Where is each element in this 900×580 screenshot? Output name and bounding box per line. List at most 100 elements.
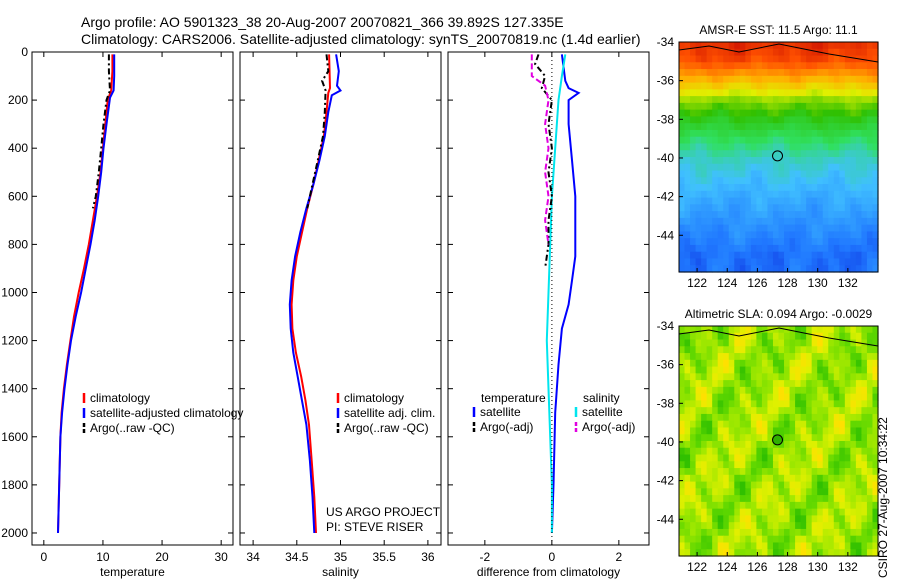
sla-map-cell [828, 535, 835, 544]
sla-map-cell [706, 366, 713, 374]
sst-map-cell [772, 163, 780, 172]
sst-map-cell [723, 55, 730, 63]
sst-map-cell [800, 48, 807, 57]
sst-map-cell [723, 123, 730, 131]
sst-map-cell [800, 75, 807, 84]
sst-map-cell [679, 82, 686, 90]
sst-map-cell [828, 129, 835, 138]
sst-map-cell [712, 244, 719, 253]
sst-map-cell [795, 244, 802, 253]
sla-map-cell [684, 542, 691, 550]
sla-map-cell [822, 522, 829, 530]
sla-map-cell [872, 434, 879, 442]
sla-map-cell [679, 346, 686, 354]
sla-map-cell [872, 366, 879, 374]
sla-map-cell [850, 427, 857, 435]
sla-map-cell [728, 454, 735, 462]
sla-map-cell [684, 468, 691, 476]
sst-map-cell [750, 211, 757, 219]
sla-map-cell [789, 481, 796, 489]
sst-map-cell [679, 102, 686, 111]
sla-map-cell [866, 386, 874, 395]
sst-map-cell [806, 163, 813, 172]
sla-map-cell [767, 332, 774, 341]
sst-map-cell [872, 75, 879, 84]
sst-map-cell [784, 258, 791, 266]
sla-map-cell [728, 542, 735, 550]
sst-map-cell [872, 204, 879, 212]
sla-map-cell [745, 441, 752, 449]
sst-map-cell [761, 224, 769, 233]
sst-map-cell [833, 136, 840, 145]
sla-map-cell [761, 413, 769, 422]
sst-map-cell [811, 224, 818, 233]
sla-map-cell [839, 454, 846, 462]
sla-map-cell [761, 346, 769, 354]
sla-map-cell [844, 373, 851, 381]
sst-map-cell [866, 231, 874, 239]
sst-map-cell [828, 157, 835, 165]
sst-map-cell [734, 217, 741, 226]
sst-map-cell [745, 204, 752, 212]
sla-map-cell [833, 515, 840, 523]
sla-map-cell [795, 474, 802, 483]
sla-map-cell [784, 339, 791, 347]
sla-map-cell [745, 501, 752, 510]
sst-map-cell [844, 82, 851, 90]
sla-map-cell [778, 522, 785, 530]
sst-map-cell [811, 204, 818, 212]
sst-map-cell [789, 69, 796, 77]
sst-map-cell [679, 136, 686, 145]
sst-map-cell [800, 177, 807, 185]
sst-map-cell [767, 96, 774, 104]
sst-map-cell [822, 217, 829, 226]
sla-map-cell [811, 501, 818, 510]
sst-map-cell [784, 184, 791, 192]
sst-map-cell [701, 204, 708, 212]
sla-map-cell [756, 495, 763, 503]
sst-map-cell [866, 136, 874, 145]
sla-map-cell [750, 461, 757, 469]
sst-map-cell [750, 143, 757, 151]
sla-map-cell [739, 380, 746, 388]
sla-map-cell [756, 468, 763, 476]
sla-map-cell [861, 501, 868, 510]
sla-map-cell [701, 434, 708, 442]
sst-map-cell [811, 170, 818, 178]
sst-map-cell [679, 109, 686, 118]
sla-map-cell [701, 535, 708, 544]
sla-map-cell [872, 522, 879, 530]
sla-map-cell [750, 353, 757, 361]
sla-map-cell [850, 413, 857, 422]
sst-map-cell [745, 48, 752, 57]
sst-map-cell [861, 163, 868, 172]
sla-map-cell [728, 393, 735, 402]
sst-map-cell [745, 197, 752, 205]
sla-map-cell [872, 488, 879, 496]
sst-map-cell [739, 69, 746, 77]
sst-map-cell [734, 89, 741, 97]
sla-map-cell [828, 495, 835, 503]
sla-map-cell [789, 366, 796, 374]
sla-map-cell [789, 501, 796, 510]
sla-map-cell [750, 359, 757, 368]
sla-map-cell [739, 353, 746, 361]
sst-map-cell [756, 62, 763, 70]
sst-map-cell [872, 157, 879, 165]
sst-map-cell [806, 190, 813, 199]
sla-map-cell [811, 441, 818, 449]
sst-map-cell [784, 48, 791, 57]
sst-map-cell [706, 62, 713, 70]
sst-map-cell [828, 136, 835, 145]
sla-map-cell [784, 359, 791, 368]
sst-map-cell [833, 157, 840, 165]
sst-map-cell [855, 265, 863, 273]
sst-map-cell [690, 190, 697, 199]
sst-map-cell [728, 224, 735, 233]
sla-map-cell [772, 542, 780, 550]
sst-map-cell [822, 251, 829, 260]
sst-map-cell [717, 42, 724, 50]
sst-map-cell [855, 224, 863, 233]
sla-map-cell [811, 413, 818, 422]
sla-map-cell [872, 474, 879, 483]
